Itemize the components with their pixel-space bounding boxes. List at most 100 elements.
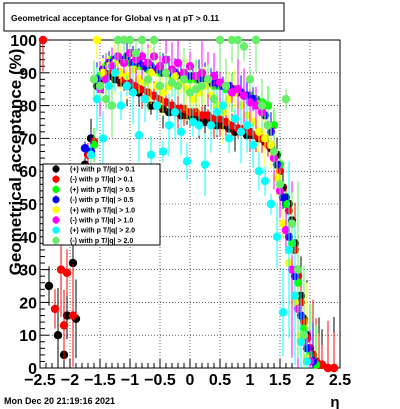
data-point: [110, 68, 120, 78]
x-tick-label: −2: [61, 372, 79, 389]
data-point: [242, 121, 252, 130]
data-point: [281, 199, 291, 209]
data-point: [164, 121, 174, 130]
legend-label: (+) with p T/|q| > 2.0: [70, 228, 135, 235]
data-point: [281, 94, 291, 104]
x-tick-label: −2.5: [24, 372, 56, 389]
x-tick-label: −1: [121, 372, 139, 389]
data-point: [53, 331, 63, 340]
y-tick-label: 100: [10, 33, 37, 50]
y-tick-label: 70: [19, 131, 37, 148]
data-point: [122, 81, 132, 91]
legend-label: (-) with p T/|q| > 0.5: [70, 197, 133, 204]
data-point: [197, 111, 207, 120]
data-point: [170, 107, 180, 117]
data-point: [272, 173, 282, 182]
x-tick-label: −1.5: [84, 372, 116, 389]
data-point: [119, 35, 129, 45]
data-point: [62, 311, 72, 320]
legend-label: (+) with p T/|q| > 0.5: [70, 187, 135, 194]
data-point: [272, 232, 282, 241]
y-tick-label: 30: [19, 263, 37, 280]
data-point: [266, 199, 276, 209]
data-point: [233, 35, 243, 45]
y-tick-label: 40: [19, 230, 37, 247]
x-tick-label: 2.5: [329, 372, 351, 389]
data-point: [275, 180, 285, 189]
data-point: [128, 88, 138, 97]
data-point: [98, 68, 108, 78]
data-point: [44, 281, 54, 291]
data-point: [233, 85, 243, 94]
data-point: [245, 75, 255, 84]
data-point: [263, 121, 273, 130]
data-point: [296, 337, 306, 346]
y-tick-label: 90: [19, 66, 37, 83]
data-point: [284, 245, 294, 255]
data-point: [155, 81, 165, 91]
data-point: [95, 81, 105, 91]
data-points: [38, 35, 339, 373]
data-point: [200, 160, 210, 169]
data-point: [269, 147, 279, 156]
y-tick-label: 80: [19, 99, 37, 116]
data-point: [209, 114, 219, 123]
data-point: [62, 268, 72, 278]
data-point: [239, 42, 249, 51]
data-point: [107, 101, 117, 110]
x-axis-title: η: [330, 394, 339, 409]
data-point: [197, 81, 207, 91]
data-point: [182, 157, 192, 166]
y-tick-labels: 0 10 20 30 40 50 60 70 80 90 100: [10, 33, 37, 378]
legend-label: (-) with p T/|q| > 2.0: [70, 238, 133, 245]
data-point: [224, 94, 234, 104]
data-point: [248, 140, 258, 150]
data-point: [38, 35, 48, 45]
x-tick-label: −0.5: [144, 372, 176, 389]
data-point: [266, 140, 276, 150]
data-point: [281, 226, 291, 235]
y-tick-label: 20: [19, 295, 37, 312]
footer-timestamp: Mon Dec 20 21:19:16 2021: [4, 396, 115, 406]
data-point: [146, 101, 156, 110]
data-point: [158, 147, 168, 156]
legend-box: [42, 163, 161, 246]
data-point: [302, 357, 312, 366]
x-tick-label: 1: [246, 372, 255, 389]
data-point: [146, 68, 156, 78]
data-point: [92, 94, 102, 104]
data-point: [206, 121, 216, 130]
data-point: [278, 308, 288, 317]
data-point: [209, 94, 219, 104]
data-point: [170, 71, 180, 81]
data-point: [137, 35, 147, 45]
title-border: [3, 2, 285, 32]
data-point: [68, 311, 78, 320]
data-point: [158, 88, 168, 97]
y-tick-label: 0: [28, 361, 37, 378]
series-8: [89, 35, 309, 368]
data-point: [89, 75, 99, 84]
data-point: [152, 101, 162, 110]
legend-label: (-) with p T/|q| > 0.1: [70, 177, 133, 184]
data-point: [194, 121, 204, 130]
data-point: [125, 35, 135, 45]
data-point: [143, 75, 153, 84]
data-point: [203, 75, 213, 84]
data-point: [161, 68, 171, 78]
data-point: [221, 81, 231, 91]
data-point: [236, 127, 246, 137]
data-point: [50, 304, 60, 314]
data-point: [89, 140, 99, 150]
y-tick-label: 50: [19, 197, 37, 214]
data-point: [287, 265, 297, 274]
data-point: [323, 363, 333, 373]
data-point: [179, 75, 189, 84]
legend-label: (+) with p T/|q| > 0.1: [70, 167, 135, 174]
data-point: [92, 35, 102, 45]
x-tick-label: 1.5: [269, 372, 291, 389]
chart-title: Geometrical acceptance for Global vs η a…: [11, 13, 219, 23]
data-point: [107, 62, 117, 71]
data-point: [68, 258, 78, 268]
data-point: [176, 127, 186, 137]
